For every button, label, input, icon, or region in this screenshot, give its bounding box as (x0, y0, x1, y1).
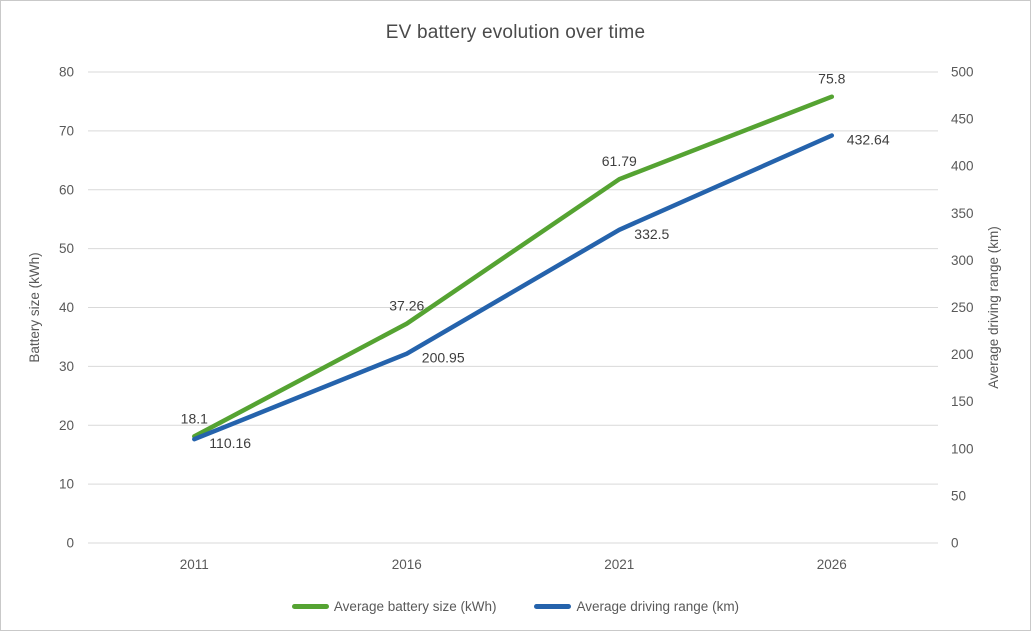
y-axis-right-tick-label: 100 (951, 441, 974, 456)
data-label-battery: 75.8 (818, 71, 845, 87)
data-label-range: 432.64 (847, 132, 890, 148)
y-axis-right-tick-label: 400 (951, 159, 974, 174)
y-axis-right-tick-label: 300 (951, 253, 974, 268)
data-label-range: 110.16 (209, 435, 251, 451)
series-line-range (192, 133, 835, 442)
y-axis-right-tick-label: 250 (951, 300, 974, 315)
data-label-range: 332.5 (634, 226, 669, 242)
y-axis-left-tick-label: 30 (59, 359, 74, 374)
y-axis-left-tick-label: 60 (59, 182, 74, 197)
series-line-battery (192, 94, 835, 439)
y-axis-right-tick-label: 350 (951, 206, 974, 221)
y-axis-right-tick-label: 450 (951, 112, 974, 127)
y-axis-left-title: Battery size (kWh) (27, 252, 42, 362)
y-axis-right-tick-label: 150 (951, 394, 974, 409)
y-axis-right-tick-label: 0 (951, 536, 959, 551)
data-label-range: 200.95 (422, 350, 465, 366)
data-label-battery: 18.1 (181, 410, 208, 426)
chart-title: EV battery evolution over time (385, 22, 646, 43)
y-axis-left-tick-label: 20 (59, 418, 74, 433)
y-axis-left-tick-label: 40 (59, 300, 74, 315)
battery-series-swatch (291, 604, 329, 609)
y-axis-left-tick-label: 80 (59, 65, 74, 80)
y-axis-left-tick-label: 0 (66, 536, 74, 551)
y-axis-right-title: Average driving range (km) (986, 226, 1001, 389)
x-axis-tick-label: 2026 (817, 557, 847, 572)
data-label-battery: 37.26 (389, 298, 424, 314)
range-series-swatch (534, 604, 572, 609)
y-axis-left-tick-label: 50 (59, 241, 74, 256)
x-axis-tick-label: 2016 (392, 557, 422, 572)
legend-item-battery: Average battery size (kWh) (291, 599, 497, 614)
legend-label-range: Average driving range (km) (576, 599, 740, 614)
data-label-battery: 61.79 (602, 153, 637, 169)
y-axis-right-tick-label: 200 (951, 347, 974, 362)
legend: Average battery size (kWh) Average drivi… (1, 599, 1030, 614)
y-axis-left-tick-label: 10 (59, 477, 74, 492)
x-axis-tick-label: 2011 (180, 557, 209, 572)
y-axis-right-tick-label: 50 (951, 488, 966, 503)
y-axis-right-tick-label: 500 (951, 65, 974, 80)
legend-item-range: Average driving range (km) (534, 599, 739, 614)
y-axis-left-tick-label: 70 (59, 123, 74, 138)
x-axis-tick-label: 2021 (604, 557, 634, 572)
legend-label-battery: Average battery size (kWh) (333, 599, 497, 614)
